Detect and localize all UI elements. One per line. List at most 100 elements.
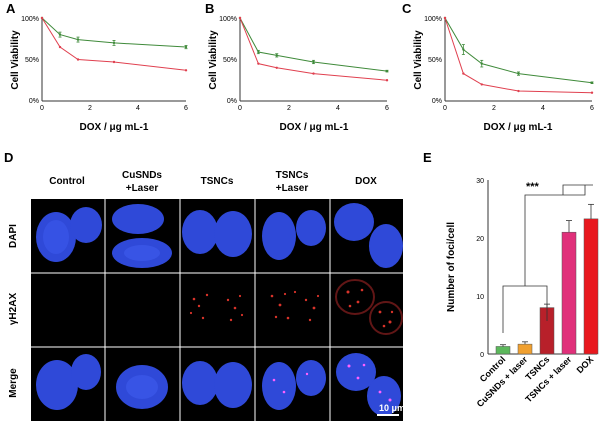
x-tick-6: 6 [184,105,188,112]
data-point-red [58,45,62,49]
x-tick-0: 0 [238,105,242,112]
column-label-control: Control [49,176,85,187]
y-tick-100: 100% [21,16,39,23]
data-point-red [76,58,80,61]
data-point-red [112,60,116,64]
data-point-green [112,41,116,45]
x-tick-2: 2 [88,105,92,112]
panel-letter-c: C [402,1,412,16]
micrograph-merge-dox [336,353,401,416]
line-chart-c: 100% 50% 0% 0 2 4 6 Cell Viability DOX /… [413,16,594,133]
series-line-red [239,17,388,81]
bar-category-label: DOX [575,354,596,375]
y-axis-title: Cell Viability [10,30,21,90]
data-point-green [517,72,520,75]
x-tick-2: 2 [492,105,496,112]
series-line-red [444,17,593,94]
data-point-green [312,60,315,64]
data-point-red [40,16,44,20]
x-tick-2: 2 [287,105,291,112]
x-axis-title: DOX / μg mL-1 [484,122,553,133]
micrograph-dapi-control [36,207,102,262]
data-point-green [385,69,389,73]
x-tick-0: 0 [443,105,447,112]
data-point-red [462,72,465,75]
column-label-tsncs: TSNCs [201,176,234,187]
x-tick-6: 6 [590,105,594,112]
data-point-green [76,38,80,41]
x-tick-0: 0 [40,105,44,112]
y-tick-0: 0% [432,98,442,105]
scale-bar-label: 10 μm [379,403,405,413]
y-tick-0: 0% [29,98,39,105]
bar-y-tick-10: 10 [476,294,484,301]
bar-chart-e: 0 10 20 30 Number of foci/cell ControlCu… [446,178,599,409]
bar-y-axis-title: Number of foci/cell [446,222,457,312]
panel-letter-d: D [4,150,13,165]
bar-y-tick-0: 0 [480,352,484,359]
x-tick-6: 6 [385,105,389,112]
micrograph-dapi-cusnds-laser [112,204,172,268]
data-point-red [257,62,260,65]
x-tick-4: 4 [336,105,340,112]
micrograph-dapi-tsncs-laser [262,210,326,260]
data-point-red [238,16,242,20]
column-label-cusnds-laser-line1: CuSNDs [122,170,162,181]
bar [583,218,599,355]
micrograph-dapi-dox [334,203,403,268]
micrograph-dapi-tsncs [182,210,252,257]
y-tick-0: 0% [227,98,237,105]
micrograph-merge-control [36,354,101,410]
plot-area-b [238,16,389,82]
data-point-red [184,69,188,72]
data-point-green [184,45,188,49]
micrograph-gh2ax-tsncs [189,293,244,322]
line-chart-a: 100% 50% 0% 0 2 4 6 Cell Viability DOX /… [10,16,188,133]
row-label-dapi: DAPI [8,224,19,248]
data-point-red [590,91,594,94]
panel-letter-e: E [423,150,432,165]
data-point-red [312,72,315,75]
data-point-green [275,54,278,57]
x-axis-title: DOX / μg mL-1 [280,122,349,133]
bar-y-tick-30: 30 [476,178,484,185]
microscopy-grid: Control CuSNDs +Laser TSNCs TSNCs +Laser… [8,170,405,421]
y-axis-title: Cell Viability [208,30,219,90]
bar-y-tick-20: 20 [476,236,484,243]
row-label-gh2ax: γH2AX [8,293,19,326]
y-tick-50: 50% [223,57,237,64]
micrograph-merge-tsncs [182,361,252,408]
column-label-tsncs-laser-line1: TSNCs [276,170,309,181]
micrograph-merge-tsncs-laser [262,360,326,410]
panel-letter-b: B [205,1,214,16]
row-label-merge: Merge [8,368,19,398]
line-chart-b: 100% 50% 0% 0 2 4 6 Cell Viability DOX /… [208,16,389,133]
data-point-red [275,66,278,70]
x-tick-4: 4 [541,105,545,112]
column-label-cusnds-laser-line2: +Laser [126,183,159,194]
panel-letter-a: A [6,1,16,16]
data-point-green [257,50,260,54]
micrograph-grid-lines [31,199,403,421]
micrograph-merge-cusnds-laser [116,365,168,409]
column-label-tsncs-laser-line2: +Laser [276,183,309,194]
micrograph-gh2ax-dox [335,279,403,335]
micrograph-gh2ax-tsncs-laser [270,290,320,322]
bar [495,346,511,355]
y-tick-50: 50% [25,57,39,64]
data-point-red [385,79,389,82]
x-tick-4: 4 [136,105,140,112]
significance-bracket [502,184,593,333]
y-tick-100: 100% [424,16,442,23]
x-axis-title: DOX / μg mL-1 [80,122,149,133]
plot-area-c [443,16,594,94]
plot-area-a [40,16,188,72]
data-point-green [480,62,483,65]
data-point-red [480,83,483,86]
y-tick-100: 100% [219,16,237,23]
bar [517,343,533,355]
data-point-green [58,33,62,36]
data-point-green [590,81,594,84]
